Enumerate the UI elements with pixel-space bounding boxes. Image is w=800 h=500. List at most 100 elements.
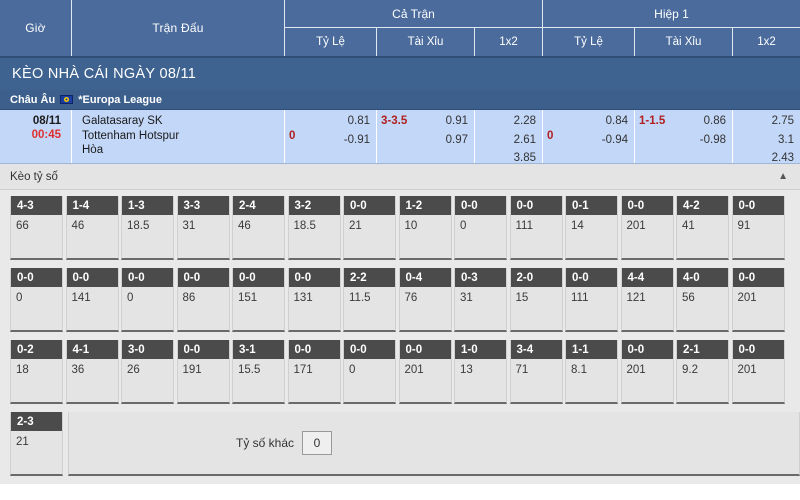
score-odd-box[interactable]: 0-0 201 — [731, 340, 785, 404]
score-label: 1-1 — [566, 340, 617, 359]
ft-1x2-cell[interactable]: 2.28 2.61 3.85 — [475, 110, 543, 164]
score-odd-value: 201 — [737, 364, 757, 376]
score-label: 0-0 — [344, 196, 395, 215]
score-odd-box[interactable]: 0-2 18 — [10, 340, 63, 404]
score-odd-value: 36 — [71, 364, 85, 376]
ft-handicap-cell[interactable]: 0 0.81 -0.91 — [285, 110, 377, 163]
score-label: 3-1 — [233, 340, 284, 359]
score-odd-box[interactable]: 0-0 201 — [620, 340, 674, 404]
score-odd-value: 31 — [182, 220, 196, 232]
score-odd-box[interactable]: 3-0 26 — [121, 340, 174, 404]
score-odd-box[interactable]: 4-4 121 — [620, 268, 674, 332]
match-time-cell: 08/11 00:45 — [0, 110, 72, 163]
score-odd-box[interactable]: 2-4 46 — [232, 196, 285, 260]
score-odd-box[interactable]: 0-0 21 — [343, 196, 396, 260]
score-odd-box[interactable]: 1-3 18.5 — [121, 196, 174, 260]
away-team-name: Tottenham Hotspur — [82, 129, 180, 142]
eu-flag-icon — [60, 95, 74, 104]
score-label: 4-3 — [11, 196, 62, 215]
ft-overunder-cell[interactable]: 3-3.5 0.91 0.97 — [377, 110, 475, 163]
score-odd-box[interactable]: 2-2 11.5 — [343, 268, 396, 332]
score-odd-box[interactable]: 0-0 0 — [10, 268, 63, 332]
score-odd-box[interactable]: 0-1 14 — [565, 196, 618, 260]
match-row[interactable]: 08/11 00:45 Galatasaray SK Tottenham Hot… — [0, 110, 800, 164]
score-odd-box[interactable]: 2-3 21 — [10, 412, 63, 476]
odds-cells: 0 0.81 -0.91 3-3.5 0.91 0.97 2.28 2.61 3… — [285, 110, 800, 164]
score-odd-box[interactable]: 1-4 46 — [65, 196, 119, 260]
score-odd-box[interactable]: 0-0 91 — [731, 196, 785, 260]
other-score-area: Tỷ số khác 0 — [68, 412, 800, 476]
odds-table-header: Giờ Trận Đấu Cả Trận Tỷ Lệ Tài Xỉu 1x2 H… — [0, 0, 800, 58]
score-odd-box[interactable]: 2-0 15 — [509, 268, 563, 332]
score-odd-box[interactable]: 0-0 191 — [176, 340, 230, 404]
score-odd-value: 111 — [515, 220, 533, 232]
score-odd-box[interactable]: 3-2 18.5 — [287, 196, 341, 260]
score-odd-box[interactable]: 0-0 201 — [620, 196, 674, 260]
ft-overunder-line: 3-3.5 — [381, 115, 408, 127]
score-odd-box[interactable]: 0-0 86 — [176, 268, 230, 332]
home-team-name: Galatasaray SK — [82, 115, 163, 127]
score-odd-value: 201 — [626, 364, 646, 376]
score-label: 2-3 — [11, 412, 62, 431]
score-label: 2-0 — [510, 268, 562, 287]
score-odd-box[interactable]: 0-0 171 — [287, 340, 341, 404]
score-odd-value: 9.2 — [682, 364, 698, 376]
score-odd-box[interactable]: 1-1 8.1 — [565, 340, 618, 404]
score-odd-box[interactable]: 0-0 151 — [232, 268, 285, 332]
score-odd-box[interactable]: 1-0 13 — [454, 340, 507, 404]
score-odd-box[interactable]: 0-3 31 — [454, 268, 507, 332]
fh-1x2-cell[interactable]: 2.75 3.1 2.43 — [733, 110, 800, 164]
score-odd-row: 0-0 0 0-0 141 0-0 0 0-0 86 0-0 151 0-0 131 2-2 11.5 0-… — [0, 268, 800, 340]
score-label: 3-4 — [510, 340, 562, 359]
score-label: 0-0 — [732, 268, 784, 287]
fh-handicap-away-odd: -0.94 — [601, 133, 628, 146]
score-odd-box[interactable]: 3-4 71 — [509, 340, 563, 404]
score-label: 1-4 — [66, 196, 118, 215]
league-bar[interactable]: Châu Âu *Europa League — [0, 90, 800, 110]
score-odd-box[interactable]: 0-0 201 — [398, 340, 452, 404]
score-odd-box[interactable]: 0-0 111 — [509, 196, 563, 260]
score-odd-value: 66 — [16, 220, 29, 232]
ft-1x2-away: 3.85 — [513, 152, 536, 164]
score-odd-value: 171 — [293, 364, 313, 376]
score-odd-box[interactable]: 4-0 56 — [676, 268, 729, 332]
score-label: 0-0 — [233, 268, 284, 287]
score-odd-value: 31 — [460, 292, 473, 304]
score-odd-box[interactable]: 0-0 201 — [731, 268, 785, 332]
page-title: KÈO NHÀ CÁI NGÀY 08/11 — [0, 58, 800, 90]
score-odd-box[interactable]: 3-1 15.5 — [232, 340, 285, 404]
score-odd-box[interactable]: 0-0 131 — [287, 268, 341, 332]
score-odd-box[interactable]: 0-0 0 — [454, 196, 507, 260]
fh-over-odd: 0.86 — [703, 115, 726, 127]
ft-handicap-away-odd: -0.91 — [343, 133, 370, 146]
score-odd-box[interactable]: 4-2 41 — [676, 196, 729, 260]
score-odd-box[interactable]: 0-0 141 — [65, 268, 119, 332]
score-odd-box[interactable]: 4-1 36 — [65, 340, 119, 404]
column-header-fh-1x2: 1x2 — [757, 36, 776, 48]
ft-handicap-home-odd: 0.81 — [347, 115, 370, 127]
score-odd-value: 18.5 — [293, 220, 316, 232]
score-label: 0-0 — [510, 196, 562, 215]
score-odd-value: 76 — [404, 292, 418, 304]
score-odd-box[interactable]: 3-3 31 — [176, 196, 230, 260]
column-header-fh-handicap: Tỷ Lệ — [543, 28, 635, 56]
score-odd-box[interactable]: 2-1 9.2 — [676, 340, 729, 404]
score-odd-value: 201 — [737, 292, 757, 304]
other-score-value[interactable]: 0 — [302, 431, 333, 455]
score-odd-box[interactable]: 0-0 111 — [565, 268, 618, 332]
score-odd-box[interactable]: 4-3 66 — [10, 196, 63, 260]
fh-handicap-cell[interactable]: 0 0.84 -0.94 — [543, 110, 635, 163]
score-label: 0-0 — [344, 340, 395, 359]
score-label: 1-0 — [455, 340, 506, 359]
score-label: 0-0 — [455, 196, 506, 215]
score-odd-box[interactable]: 0-4 76 — [398, 268, 452, 332]
correct-score-panel-header[interactable]: Kèo tỷ số ▲ — [0, 164, 800, 190]
column-header-fh-overunder: Tài Xỉu — [635, 28, 733, 56]
score-odd-box[interactable]: 1-2 10 — [398, 196, 452, 260]
score-odd-box[interactable]: 0-0 0 — [121, 268, 174, 332]
caret-up-icon[interactable]: ▲ — [778, 170, 788, 182]
score-odd-value: 91 — [737, 220, 751, 232]
fh-overunder-cell[interactable]: 1-1.5 0.86 -0.98 — [635, 110, 733, 163]
score-odd-box[interactable]: 0-0 0 — [343, 340, 396, 404]
